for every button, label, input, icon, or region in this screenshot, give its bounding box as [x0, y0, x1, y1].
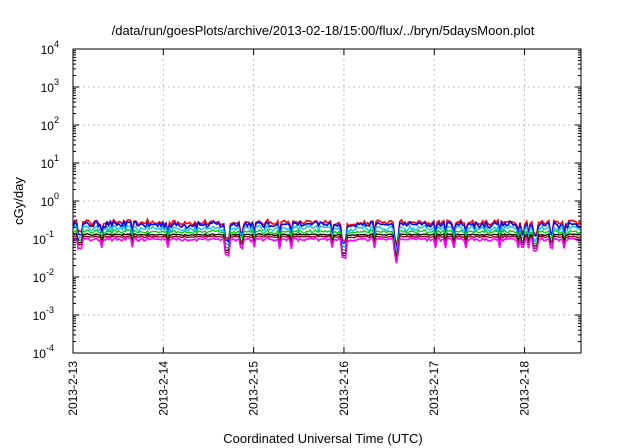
y-tick-exponent: 3 — [54, 77, 59, 87]
x-tick-label: 2013-2-14 — [156, 361, 170, 416]
x-axis-label: Coordinated Universal Time (UTC) — [223, 431, 422, 446]
x-tick-label: 2013-2-17 — [427, 361, 441, 416]
x-tick-label: 2013-2-16 — [337, 361, 351, 416]
y-tick-label: 10-4 — [33, 343, 54, 361]
y-tick-exponent: -2 — [46, 267, 54, 277]
x-tick-label: 2013-2-18 — [518, 361, 532, 416]
series-line — [72, 235, 582, 264]
grid — [72, 49, 581, 353]
x-tick-label: 2013-2-15 — [247, 361, 261, 416]
series-group — [72, 217, 582, 264]
y-tick-exponent: -3 — [46, 305, 54, 315]
series-line — [72, 232, 582, 258]
y-tick-exponent: -1 — [46, 229, 54, 239]
y-tick-label: 10-3 — [33, 305, 54, 323]
y-tick-label: 102 — [41, 115, 59, 133]
y-tick-exponent: 2 — [54, 115, 59, 125]
x-axis: 2013-2-13 2013-2-14 2013-2-15 2013-2-16 2013… — [66, 49, 532, 416]
y-tick-label: 10-2 — [33, 267, 54, 285]
y-tick-label: 101 — [41, 153, 59, 171]
x-tick-label: 2013-2-13 — [66, 361, 80, 416]
y-tick-exponent: 0 — [54, 191, 59, 201]
y-axis-label: cGy/day — [11, 177, 26, 225]
y-tick-label: 100 — [41, 191, 59, 209]
y-tick-exponent: -4 — [46, 343, 54, 353]
y-tick-label: 103 — [41, 77, 59, 95]
series-line — [72, 234, 582, 260]
chart-title: /data/run/goesPlots/archive/2013-02-18/1… — [112, 23, 535, 38]
series-line — [72, 228, 582, 256]
series-line — [72, 217, 582, 248]
y-tick-exponent: 4 — [54, 39, 59, 49]
series-line — [72, 218, 582, 250]
y-tick-label: 104 — [41, 39, 59, 57]
series-line — [72, 223, 582, 253]
y-tick-label: 10-1 — [33, 229, 54, 247]
y-tick-exponent: 1 — [54, 153, 59, 163]
